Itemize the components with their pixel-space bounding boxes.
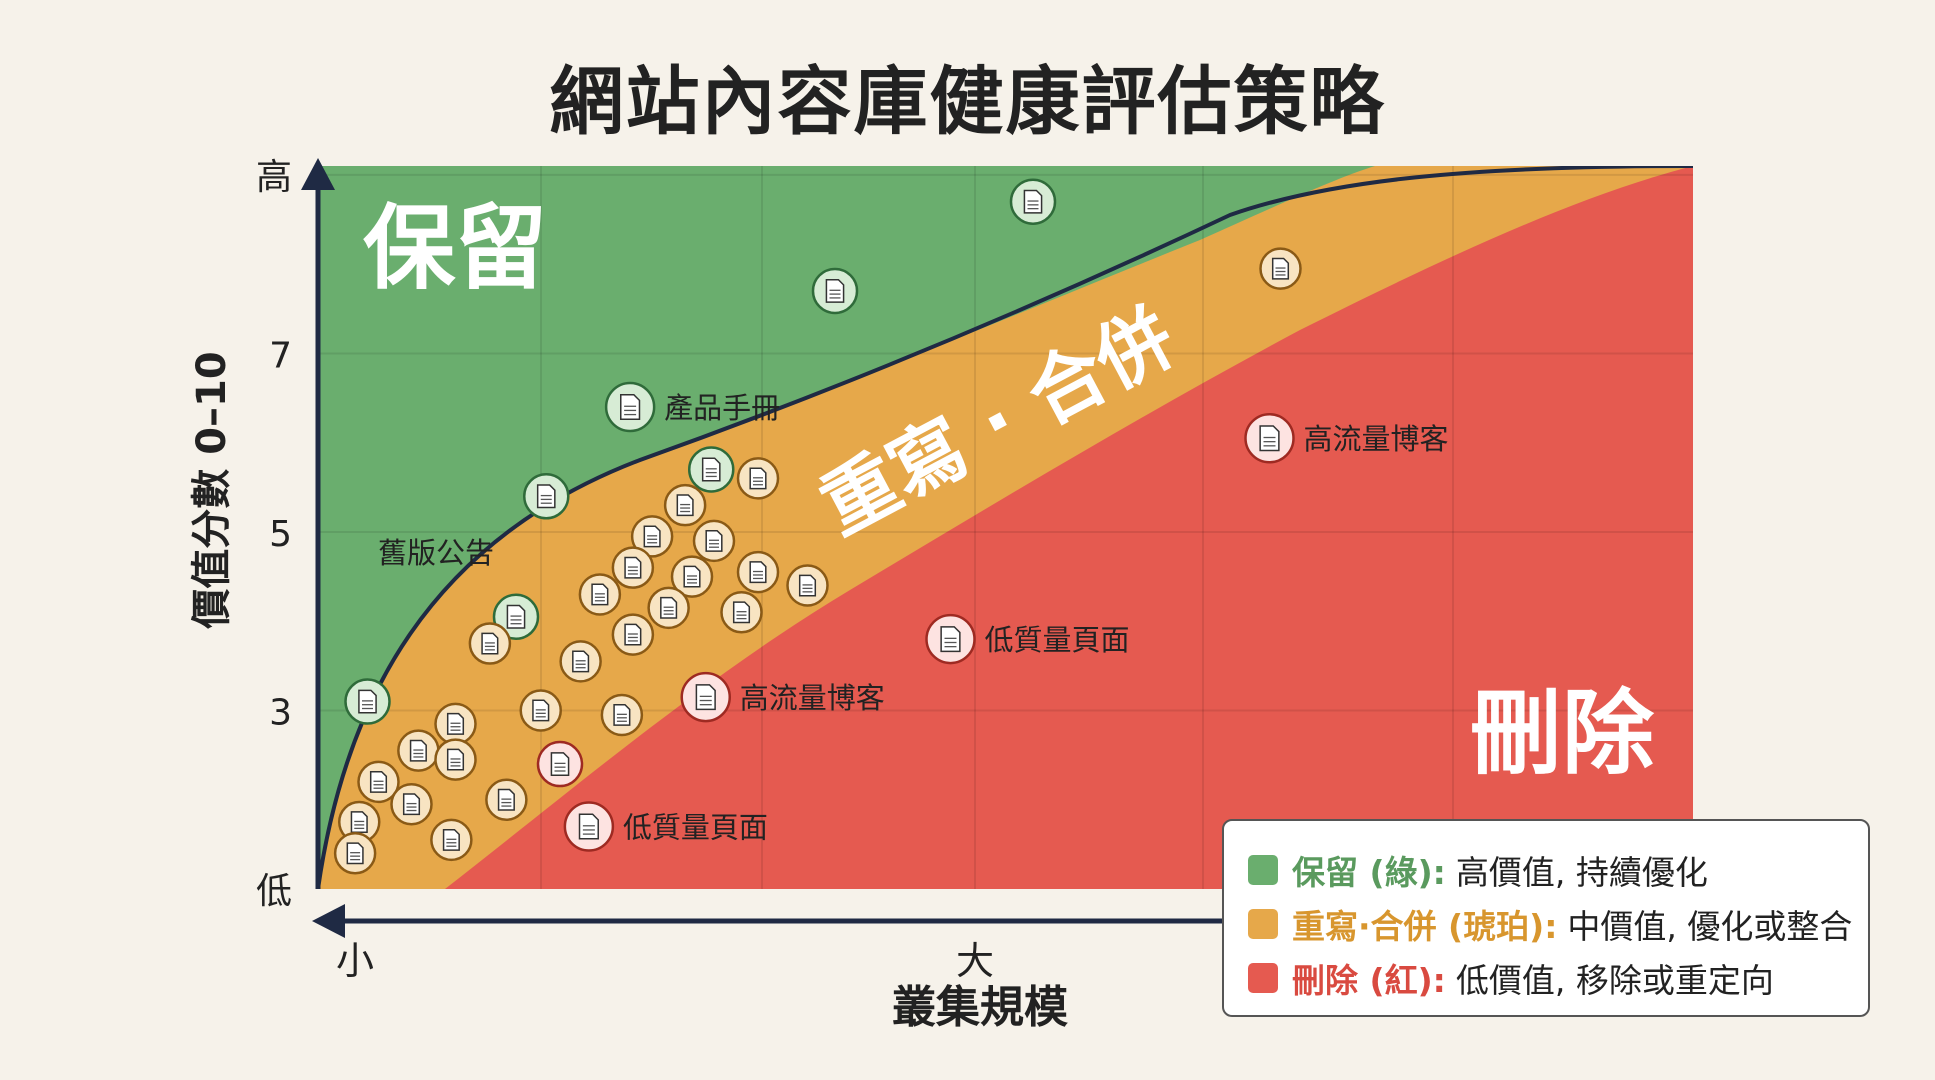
data-point-label: 產品手冊 <box>664 391 780 425</box>
legend-item: 保留 (綠): 高價值, 持續優化 <box>1248 843 1844 897</box>
data-point-label: 舊版公告 <box>378 536 494 570</box>
data-point-rewrite <box>357 760 400 804</box>
x-tick-label: 小 <box>336 939 374 983</box>
zone-delete <box>445 166 1693 889</box>
data-point-keep <box>1009 178 1057 225</box>
data-point-rewrite <box>434 702 477 746</box>
legend-item-desc: 高價值, 持續優化 <box>1455 853 1708 892</box>
data-point-rewrite <box>630 515 674 558</box>
data-point-delete: 高流量博客 <box>1244 412 1449 464</box>
data-point-rewrite <box>736 457 780 500</box>
y-tick-label: 低 <box>256 871 292 912</box>
data-point-keep <box>344 678 391 725</box>
data-point-rewrite <box>519 689 562 732</box>
document-icon <box>506 604 526 629</box>
data-point-keep: 舊版公告 <box>378 536 540 641</box>
document-icon <box>701 457 721 482</box>
data-point-rewrite <box>390 782 433 826</box>
legend-item-name: 保留 (綠): <box>1292 853 1446 892</box>
data-point-rewrite <box>600 693 644 737</box>
data-point-rewrite <box>485 778 528 821</box>
y-tick-label: 5 <box>269 514 292 555</box>
data-point-label: 高流量博客 <box>1304 422 1449 456</box>
legend-item-desc: 低價值, 移除或重定向 <box>1455 961 1774 1000</box>
data-point-rewrite <box>434 738 477 781</box>
document-icon <box>578 813 599 840</box>
document-icon <box>620 394 641 420</box>
zone-label-delete: 刪除 <box>1470 680 1655 787</box>
data-point-label: 低質量頁面 <box>985 623 1130 657</box>
legend-item-desc: 中價值, 優化或整合 <box>1567 907 1853 946</box>
data-point-keep <box>688 446 735 493</box>
data-point-rewrite <box>736 550 780 594</box>
data-point-delete <box>536 740 584 788</box>
data-point-label: 高流量博客 <box>740 681 885 715</box>
y-tick-label: 7 <box>269 335 292 376</box>
data-point-rewrite <box>663 483 707 527</box>
legend-swatch <box>1248 963 1278 993</box>
data-point-rewrite <box>611 546 655 589</box>
data-point-keep <box>523 473 570 520</box>
data-point-rewrite <box>720 591 763 634</box>
data-point-rewrite <box>670 555 714 598</box>
data-point-keep: 產品手冊 <box>604 381 780 433</box>
data-point-rewrite <box>559 640 602 683</box>
document-icon <box>695 684 716 711</box>
data-point-rewrite <box>468 622 512 665</box>
boundary-layer <box>318 166 1693 889</box>
data-point-rewrite <box>786 564 829 607</box>
y-tick-label: 3 <box>269 692 292 733</box>
legend-swatch <box>1248 909 1278 939</box>
document-icon <box>825 278 845 303</box>
y-axis-title: 價值分數 0–10 <box>189 351 235 629</box>
legend-item: 重寫·合併 (琥珀): 中價值, 優化或整合 <box>1248 897 1852 951</box>
legend-item-name: 重寫·合併 (琥珀): <box>1292 907 1558 946</box>
document-icon <box>1023 189 1043 214</box>
data-point-delete: 低質量頁面 <box>925 613 1130 665</box>
x-axis-arrow-icon <box>312 904 345 938</box>
data-point-rewrite <box>647 586 690 630</box>
document-icon <box>358 689 377 714</box>
document-icon <box>1259 425 1280 452</box>
y-axis-arrow-icon <box>301 158 335 190</box>
data-point-delete: 低質量頁面 <box>563 801 768 852</box>
data-point-keep <box>811 267 859 315</box>
document-icon <box>536 484 556 509</box>
zones-layer <box>318 166 1693 889</box>
legend-item: 刪除 (紅): 低價值, 移除或重定向 <box>1248 951 1844 1005</box>
boundary-curve <box>318 166 1693 889</box>
data-point-rewrite <box>692 519 736 563</box>
zone-label-keep: 保留 <box>363 195 547 302</box>
data-point-label: 低質量頁面 <box>623 811 768 845</box>
data-point-delete: 高流量博客 <box>680 671 885 723</box>
chart-title: 網站內容庫健康評估策略 <box>549 59 1386 145</box>
data-point-rewrite <box>1259 247 1302 290</box>
document-icon <box>940 626 961 653</box>
legend-swatch <box>1248 855 1278 885</box>
y-tick-label: 高 <box>256 157 292 198</box>
data-point-rewrite <box>578 573 622 616</box>
x-axis-title: 叢集規模 <box>892 982 1068 1033</box>
data-point-rewrite <box>333 832 377 875</box>
data-point-rewrite <box>397 729 440 772</box>
data-point-rewrite <box>611 613 655 656</box>
legend: 保留 (綠): 高價值, 持續優化 重寫·合併 (琥珀): 中價值, 優化或整合 刪除 … <box>1222 819 1870 1017</box>
data-point-rewrite <box>430 818 473 862</box>
x-tick-label: 大 <box>956 939 994 983</box>
legend-item-name: 刪除 (紅): <box>1292 961 1446 1000</box>
data-point-rewrite <box>338 800 381 844</box>
document-icon <box>550 752 570 777</box>
